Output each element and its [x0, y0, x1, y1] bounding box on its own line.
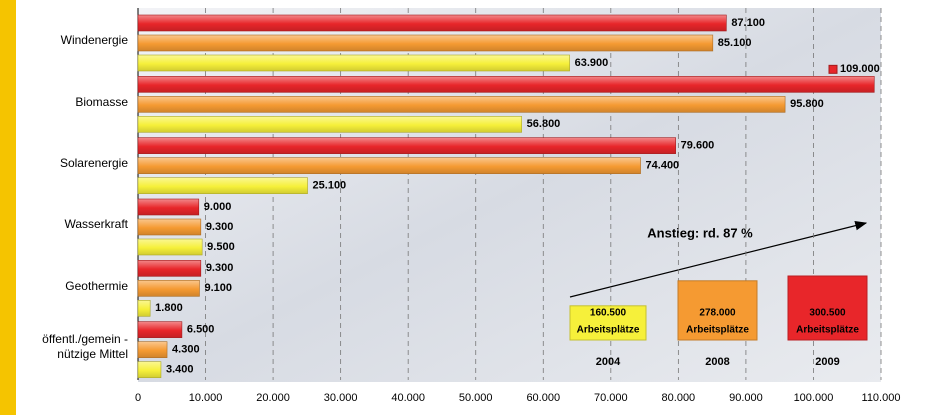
bar [137, 96, 786, 113]
y-tick-label: Wasserkraft [64, 217, 128, 232]
total-box [569, 305, 647, 341]
total-text: Arbeitsplätze [686, 325, 749, 336]
bar [137, 34, 714, 52]
bar [137, 54, 570, 72]
total-value: 300.500 [809, 308, 846, 319]
value-label: 4.300 [172, 344, 200, 356]
value-label: 1.800 [155, 302, 183, 314]
total-value: 278.000 [699, 308, 736, 319]
value-label: 109.000 [840, 63, 880, 75]
y-tick-label: Biomasse [75, 94, 128, 109]
total-value: 160.500 [590, 308, 627, 319]
bar [137, 341, 168, 358]
x-tick-label: 20.000 [256, 392, 290, 404]
bar [137, 260, 202, 277]
x-tick-label: 0 [135, 392, 141, 404]
value-label: 56.800 [527, 118, 561, 130]
x-tick-label: 90.000 [729, 392, 763, 404]
bar [137, 198, 200, 216]
x-tick-label: 10.000 [189, 392, 223, 404]
bar [137, 116, 522, 133]
value-label: 3.400 [166, 364, 194, 376]
trend-arrow [569, 220, 868, 298]
value-label: 74.400 [646, 160, 680, 172]
value-label: 85.100 [718, 37, 752, 49]
value-label: 6.500 [187, 324, 215, 336]
bar [137, 76, 875, 93]
x-tick-label: 30.000 [324, 392, 358, 404]
label-marker [828, 64, 838, 74]
value-label: 9.000 [204, 201, 232, 213]
bar [137, 321, 183, 338]
y-tick-label: Windenergie [60, 33, 128, 48]
y-tick-label: öffentl./gemein - nützige Mittel [42, 332, 128, 362]
y-tick-label: Solarenergie [59, 155, 128, 170]
x-tick-label: 70.000 [594, 392, 628, 404]
x-tick-label: 50.000 [459, 392, 493, 404]
total-box [787, 275, 868, 341]
value-label: 63.900 [575, 57, 609, 69]
x-tick-label: 60.000 [526, 392, 560, 404]
bar [137, 177, 308, 194]
x-tick-label: 110.000 [862, 392, 901, 404]
total-text: Arbeitsplätze [796, 325, 859, 336]
value-label: 9.500 [207, 241, 235, 253]
x-tick-label: 40.000 [391, 392, 425, 404]
x-tick-label: 80.000 [662, 392, 696, 404]
value-label: 95.800 [790, 98, 824, 110]
bar [137, 361, 162, 378]
value-label: 25.100 [313, 180, 347, 192]
bar [137, 300, 151, 317]
bar [137, 238, 203, 256]
y-tick-label: Geothermie [65, 278, 128, 293]
bar [137, 137, 676, 154]
legend-label: 2008 [705, 356, 729, 368]
legend-label: 2009 [815, 356, 839, 368]
total-text: Arbeitsplätze [577, 325, 640, 336]
value-label: 9.300 [206, 221, 234, 233]
left-strip [0, 0, 16, 415]
legend-label: 2004 [596, 356, 621, 368]
annotation: Anstieg: rd. 87 % [647, 225, 753, 240]
bar [137, 157, 641, 174]
value-label: 79.600 [681, 140, 715, 152]
total-box [677, 280, 758, 341]
x-tick-label: 100.000 [794, 392, 834, 404]
value-label: 87.100 [731, 17, 765, 29]
bar [137, 218, 202, 236]
value-label: 9.100 [204, 282, 232, 294]
bar [137, 280, 200, 297]
bar [137, 14, 727, 32]
value-label: 9.300 [206, 262, 234, 274]
